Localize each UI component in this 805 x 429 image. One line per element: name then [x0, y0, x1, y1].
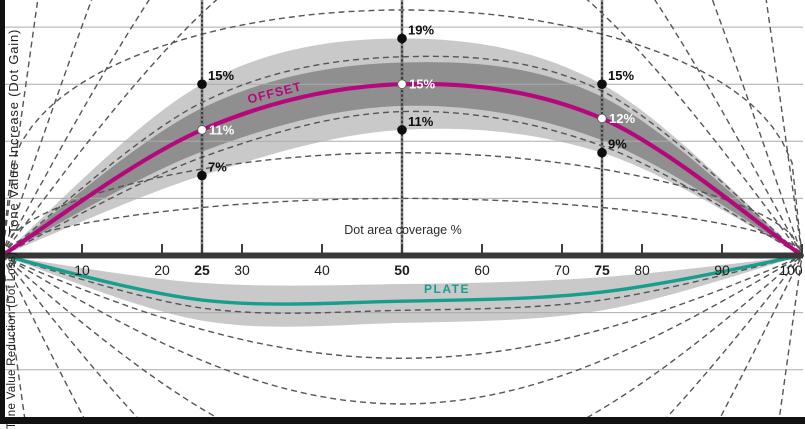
reference-curve-30 [1, 0, 803, 256]
curve-value-dot [397, 79, 407, 89]
x-tick-label-40: 40 [314, 262, 330, 278]
curve-value-dot-label: 15% [409, 77, 435, 92]
tolerance-dot-label: 15% [208, 68, 234, 83]
tolerance-dot [197, 170, 207, 181]
x-tick-label-25: 25 [194, 262, 210, 278]
tolerance-dot [397, 33, 407, 44]
reference-curve--13 [1, 254, 803, 405]
x-tick-label-10: 10 [74, 262, 90, 278]
x-axis-bar [0, 252, 803, 259]
reference-curve--9 [1, 254, 803, 360]
tick-20 [161, 244, 163, 253]
tolerance-dot [197, 79, 207, 89]
x-tick-label-100: 100 [779, 262, 803, 278]
curve-value-dot-label: 12% [609, 111, 635, 126]
tick-40 [321, 244, 323, 253]
tolerance-dot-label: 19% [408, 23, 434, 38]
x-tick-label-60: 60 [474, 262, 490, 278]
tick-10 [81, 244, 83, 253]
tick-50 [401, 244, 403, 253]
curve-value-dot [597, 113, 607, 124]
tick-30 [241, 244, 243, 253]
x-tick-label-90: 90 [714, 262, 730, 278]
plate-curve-label: PLATE [424, 282, 470, 296]
tolerance-dot [597, 79, 607, 89]
tolerance-dot-label: 9% [608, 137, 627, 152]
tolerance-dot [597, 147, 607, 158]
offset-band-upper-dashed [1, 55, 803, 257]
plate-tolerance-band [2, 255, 802, 327]
left-frame-bar [0, 0, 5, 424]
tolerance-dot [397, 125, 407, 135]
tick-90 [721, 244, 723, 253]
bottom-frame-bar [0, 417, 805, 424]
x-tick-label-30: 30 [234, 262, 250, 278]
y-axis-title-loss: Tone Value Reduction (Dot Loss) [6, 251, 18, 429]
tolerance-dot-label: 15% [608, 68, 634, 83]
offset-band-lower-dashed [1, 110, 803, 257]
tick-25 [201, 244, 203, 253]
tick-75 [601, 244, 603, 253]
tolerance-dot-label: 11% [408, 114, 434, 129]
x-tick-label-75: 75 [594, 262, 610, 278]
reference-curve-9 [1, 151, 803, 256]
x-tick-label-80: 80 [634, 262, 650, 278]
x-tick-label-50: 50 [394, 262, 410, 278]
plate-curve [0, 253, 804, 306]
reference-curve--19 [1, 254, 803, 424]
tick-70 [561, 244, 563, 253]
reference-curve-5 [1, 197, 803, 256]
tick-100 [801, 244, 803, 253]
x-axis-title: Dot area coverage % [344, 223, 462, 237]
y-axis-title-gain: Tone Value Increase (Dot Gain) [6, 28, 21, 234]
curve-value-dot-label: 11% [209, 122, 235, 137]
x-tick-label-70: 70 [554, 262, 570, 278]
x-tick-label-20: 20 [154, 262, 170, 278]
tolerance-dot-label: 7% [208, 160, 227, 175]
tick-80 [641, 244, 643, 253]
curve-value-dot [197, 125, 207, 135]
tick-60 [481, 244, 483, 253]
